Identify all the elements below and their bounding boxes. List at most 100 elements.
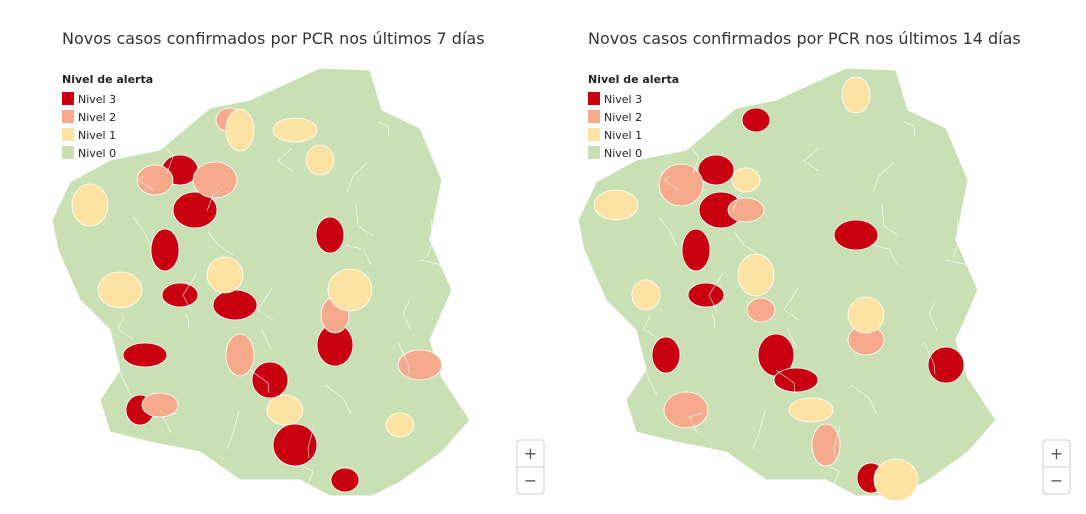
municipality bbox=[161, 282, 199, 308]
map-title: Novos casos confirmados por PCR nos últi… bbox=[62, 29, 485, 48]
border-line bbox=[86, 438, 94, 469]
legend-label: Nivel 2 bbox=[604, 111, 642, 124]
border-line bbox=[775, 369, 796, 394]
legend-swatch bbox=[62, 146, 74, 159]
municipality bbox=[737, 253, 775, 297]
border-line bbox=[355, 203, 374, 237]
map-panel: Novos casos confirmados por PCR nos últi… bbox=[51, 29, 545, 497]
municipality bbox=[225, 333, 255, 377]
map-panel: Novos casos confirmados por PCR nos últi… bbox=[577, 29, 1071, 502]
legend-label: Nivel 1 bbox=[604, 129, 642, 142]
border-line bbox=[162, 412, 178, 434]
municipality bbox=[172, 191, 218, 229]
municipality bbox=[251, 361, 289, 399]
border-line bbox=[903, 121, 916, 137]
border-line bbox=[402, 300, 412, 331]
legend-title: Nivel de alerta bbox=[588, 73, 679, 86]
municipality bbox=[741, 107, 771, 133]
municipality bbox=[773, 367, 819, 393]
border-line bbox=[397, 341, 410, 375]
municipality bbox=[873, 458, 919, 502]
legend-label: Nivel 3 bbox=[604, 93, 642, 106]
municipality bbox=[681, 228, 711, 272]
municipality bbox=[397, 349, 443, 381]
border-line bbox=[850, 384, 878, 415]
municipality bbox=[136, 164, 174, 196]
border-line bbox=[419, 259, 454, 275]
border-line bbox=[302, 466, 314, 488]
border-line bbox=[688, 412, 704, 434]
border-line bbox=[708, 272, 724, 312]
border-line bbox=[613, 397, 629, 413]
zoom-out[interactable]: − bbox=[524, 471, 537, 490]
border-line bbox=[605, 119, 640, 153]
border-line bbox=[132, 216, 152, 247]
municipality bbox=[192, 161, 238, 199]
border-line bbox=[945, 259, 980, 275]
border-line bbox=[277, 147, 294, 172]
border-line bbox=[182, 272, 198, 312]
municipality bbox=[330, 467, 360, 493]
municipality bbox=[658, 163, 704, 207]
border-line bbox=[663, 175, 680, 191]
legend-swatch bbox=[588, 92, 600, 105]
border-line bbox=[872, 162, 894, 193]
border-line bbox=[377, 121, 390, 137]
border-line bbox=[260, 328, 272, 350]
border-line bbox=[881, 203, 900, 237]
municipality bbox=[225, 108, 255, 152]
legend-title: Nivel de alerta bbox=[62, 73, 153, 86]
legend-label: Nivel 2 bbox=[78, 111, 116, 124]
border-line bbox=[658, 216, 678, 247]
zoom-out[interactable]: − bbox=[1050, 471, 1063, 490]
border-line bbox=[643, 315, 660, 340]
zoom-in[interactable]: + bbox=[524, 444, 537, 463]
border-line bbox=[803, 147, 820, 172]
border-line bbox=[165, 453, 170, 478]
border-line bbox=[324, 384, 352, 415]
municipality bbox=[272, 423, 318, 467]
border-line bbox=[79, 119, 114, 153]
border-line bbox=[87, 397, 103, 413]
legend-swatch bbox=[588, 110, 600, 123]
border-line bbox=[117, 315, 134, 340]
border-line bbox=[732, 190, 746, 212]
municipality bbox=[385, 412, 415, 438]
municipality bbox=[746, 297, 776, 323]
municipality bbox=[927, 346, 965, 384]
legend-swatch bbox=[62, 128, 74, 141]
legend-swatch bbox=[588, 128, 600, 141]
legend-swatch bbox=[62, 110, 74, 123]
border-line bbox=[923, 341, 936, 375]
border-line bbox=[257, 287, 274, 321]
municipality bbox=[315, 216, 345, 254]
municipality bbox=[651, 336, 681, 374]
municipality bbox=[266, 394, 304, 426]
municipality bbox=[731, 167, 761, 193]
municipality bbox=[687, 282, 725, 308]
municipality bbox=[71, 183, 109, 227]
border-line bbox=[344, 244, 372, 266]
municipality bbox=[212, 289, 258, 321]
border-line bbox=[711, 313, 716, 329]
zoom-in[interactable]: + bbox=[1050, 444, 1063, 463]
municipality bbox=[631, 279, 661, 311]
legend-swatch bbox=[588, 146, 600, 159]
municipality bbox=[811, 423, 841, 467]
border-line bbox=[828, 466, 840, 488]
municipality bbox=[206, 256, 244, 294]
municipality bbox=[788, 397, 834, 423]
border-line bbox=[928, 300, 938, 331]
border-line bbox=[249, 369, 270, 394]
border-line bbox=[112, 356, 132, 396]
municipality bbox=[97, 271, 143, 309]
border-line bbox=[426, 218, 434, 258]
border-line bbox=[952, 218, 960, 258]
border-line bbox=[154, 134, 174, 174]
municipality bbox=[727, 197, 765, 223]
border-line bbox=[691, 453, 696, 478]
legend-swatch bbox=[62, 92, 74, 105]
border-line bbox=[733, 231, 760, 256]
municipality bbox=[833, 219, 879, 251]
